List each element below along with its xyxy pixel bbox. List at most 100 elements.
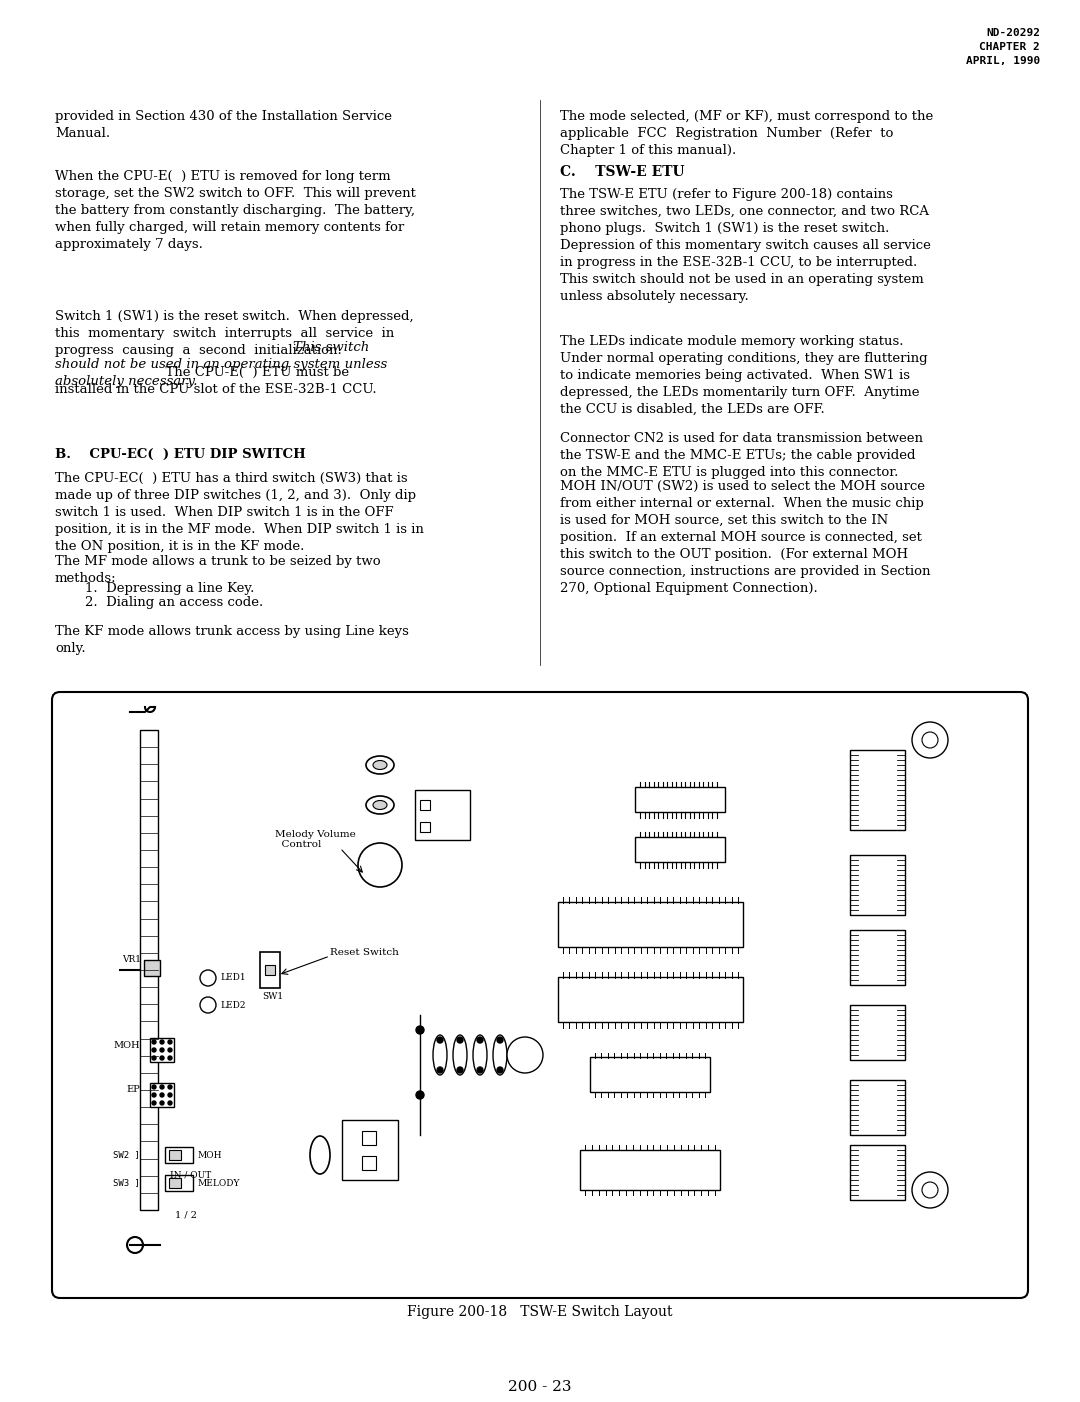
Circle shape	[152, 1101, 156, 1105]
Bar	[580, 1150, 720, 1190]
Bar	[140, 730, 158, 1210]
Bar	[590, 1057, 710, 1092]
Circle shape	[922, 1182, 939, 1197]
Text: Switch 1 (SW1) is the reset switch.  When depressed,
this  momentary  switch  in: Switch 1 (SW1) is the reset switch. When…	[55, 310, 414, 358]
Text: The KF mode allows trunk access by using Line keys
only.: The KF mode allows trunk access by using…	[55, 625, 409, 655]
Text: Figure 200-18   TSW-E Switch Layout: Figure 200-18 TSW-E Switch Layout	[407, 1305, 673, 1319]
Circle shape	[152, 1056, 156, 1060]
Circle shape	[152, 1040, 156, 1044]
Circle shape	[152, 1094, 156, 1096]
Text: Connector CN2 is used for data transmission between
the TSW-E and the MMC-E ETUs: Connector CN2 is used for data transmiss…	[561, 432, 923, 479]
Text: IN / OUT: IN / OUT	[170, 1171, 212, 1179]
Text: LED2: LED2	[220, 1001, 245, 1009]
Bar	[150, 1082, 174, 1108]
Circle shape	[152, 1049, 156, 1052]
Bar	[362, 1131, 376, 1145]
Bar	[144, 960, 160, 976]
Bar	[558, 977, 743, 1022]
Bar	[850, 855, 905, 916]
Text: The LEDs indicate module memory working status.
Under normal operating condition: The LEDs indicate module memory working …	[561, 335, 928, 416]
Circle shape	[457, 1037, 463, 1043]
Text: C.    TSW-E ETU: C. TSW-E ETU	[561, 165, 685, 179]
Text: When the CPU-E(  ) ETU is removed for long term
storage, set the SW2 switch to O: When the CPU-E( ) ETU is removed for lon…	[55, 170, 416, 251]
Bar	[635, 837, 725, 862]
Text: 1 / 2: 1 / 2	[175, 1210, 197, 1218]
Text: MELODY: MELODY	[197, 1179, 240, 1187]
Circle shape	[200, 997, 216, 1014]
Circle shape	[497, 1037, 503, 1043]
Bar	[362, 1157, 376, 1171]
Circle shape	[152, 1085, 156, 1089]
Text: The CPU-EC(  ) ETU has a third switch (SW3) that is
made up of three DIP switche: The CPU-EC( ) ETU has a third switch (SW…	[55, 472, 423, 552]
Ellipse shape	[453, 1035, 467, 1075]
Ellipse shape	[433, 1035, 447, 1075]
Bar	[420, 822, 430, 831]
Bar	[150, 1037, 174, 1061]
Bar	[168, 1178, 181, 1187]
Circle shape	[497, 1067, 503, 1073]
Ellipse shape	[492, 1035, 507, 1075]
Circle shape	[160, 1101, 164, 1105]
Bar	[165, 1147, 193, 1164]
Bar	[850, 750, 905, 830]
Text: This switch
should not be used in an operating system unless
absolutely necessar: This switch should not be used in an ope…	[55, 341, 388, 388]
Ellipse shape	[366, 796, 394, 815]
Circle shape	[168, 1085, 172, 1089]
Ellipse shape	[366, 756, 394, 774]
Circle shape	[477, 1037, 483, 1043]
Circle shape	[160, 1056, 164, 1060]
Text: ND-20292: ND-20292	[986, 28, 1040, 38]
Bar	[168, 1150, 181, 1159]
Text: The MF mode allows a trunk to be seized by two
methods:: The MF mode allows a trunk to be seized …	[55, 555, 380, 585]
Ellipse shape	[310, 1136, 330, 1173]
Bar	[265, 965, 275, 974]
Text: VR1: VR1	[122, 956, 141, 965]
Bar	[342, 1120, 399, 1180]
Circle shape	[160, 1085, 164, 1089]
Circle shape	[437, 1037, 443, 1043]
Bar	[850, 1080, 905, 1136]
Circle shape	[160, 1040, 164, 1044]
Bar	[635, 787, 725, 812]
Bar	[260, 952, 280, 988]
Text: LED1: LED1	[220, 973, 245, 983]
Bar	[850, 930, 905, 986]
Text: 1.  Depressing a line Key.: 1. Depressing a line Key.	[85, 582, 255, 594]
Circle shape	[200, 970, 216, 986]
Circle shape	[168, 1056, 172, 1060]
Circle shape	[437, 1067, 443, 1073]
Circle shape	[168, 1040, 172, 1044]
Bar	[165, 1175, 193, 1192]
Text: 2.  Dialing an access code.: 2. Dialing an access code.	[85, 596, 264, 608]
Text: The mode selected, (MF or KF), must correspond to the
applicable  FCC  Registrat: The mode selected, (MF or KF), must corr…	[561, 109, 933, 157]
Circle shape	[168, 1101, 172, 1105]
Ellipse shape	[373, 801, 387, 809]
Bar	[850, 1145, 905, 1200]
Circle shape	[416, 1091, 424, 1099]
Circle shape	[357, 843, 402, 887]
Circle shape	[477, 1067, 483, 1073]
Bar	[850, 1005, 905, 1060]
Text: SW2 ]: SW2 ]	[113, 1151, 140, 1159]
Text: CHAPTER 2: CHAPTER 2	[980, 42, 1040, 52]
Bar	[415, 789, 470, 840]
Text: MOH: MOH	[197, 1151, 221, 1159]
Circle shape	[127, 1237, 143, 1253]
Circle shape	[160, 1049, 164, 1052]
Circle shape	[168, 1094, 172, 1096]
Circle shape	[912, 722, 948, 758]
Text: EP: EP	[126, 1085, 140, 1095]
Text: B.    CPU-EC(  ) ETU DIP SWITCH: B. CPU-EC( ) ETU DIP SWITCH	[55, 449, 306, 461]
Text: The TSW-E ETU (refer to Figure 200-18) contains
three switches, two LEDs, one co: The TSW-E ETU (refer to Figure 200-18) c…	[561, 188, 931, 303]
Text: MOH: MOH	[113, 1040, 140, 1050]
Text: 200 - 23: 200 - 23	[509, 1380, 571, 1394]
FancyBboxPatch shape	[52, 693, 1028, 1298]
Text: Melody Volume
  Control: Melody Volume Control	[275, 830, 355, 850]
Ellipse shape	[373, 760, 387, 770]
Text: APRIL, 1990: APRIL, 1990	[966, 56, 1040, 66]
Circle shape	[416, 1026, 424, 1035]
Circle shape	[922, 732, 939, 749]
Circle shape	[507, 1037, 543, 1073]
Bar	[420, 801, 430, 810]
Ellipse shape	[473, 1035, 487, 1075]
